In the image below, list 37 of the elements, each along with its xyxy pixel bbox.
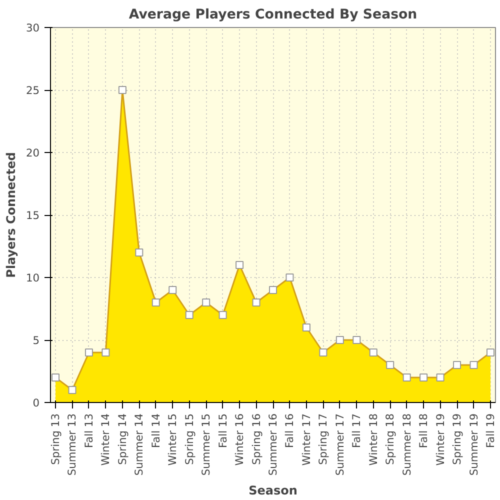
y-tick-label: 15 — [26, 209, 40, 222]
x-tick-label: Summer 16 — [266, 413, 280, 476]
x-tick-label: Spring 14 — [116, 413, 129, 465]
y-axis-title: Players Connected — [4, 152, 18, 278]
y-tick-label: 10 — [26, 272, 40, 284]
y-tick-label: 30 — [26, 22, 40, 34]
x-tick-label: Spring 17 — [316, 413, 330, 465]
x-tick-label: Winter 19 — [434, 413, 447, 466]
chart-title: Average Players Connected By Season — [128, 8, 418, 22]
x-tick-label: Winter 15 — [166, 413, 180, 466]
x-tick-label: Spring 19 — [450, 413, 464, 465]
y-tick-label: 20 — [26, 146, 40, 160]
x-tick-label: Summer 15 — [200, 413, 213, 476]
x-tick-label: Spring 15 — [182, 413, 196, 465]
x-tick-label: Winter 18 — [366, 413, 380, 466]
y-tick-label: 25 — [26, 84, 40, 97]
x-tick-label: Fall 18 — [417, 413, 430, 448]
x-tick-label: Spring 16 — [250, 413, 263, 465]
x-tick-label: Fall 19 — [484, 413, 497, 448]
x-axis-title: Season — [248, 484, 298, 498]
x-tick-label: Winter 16 — [233, 413, 246, 466]
y-tick-label: 0 — [32, 396, 40, 410]
y-tick-label: 5 — [32, 334, 40, 347]
x-tick-label: Winter 14 — [99, 413, 112, 466]
x-tick-label: Fall 13 — [82, 413, 96, 448]
x-tick-label: Summer 18 — [400, 413, 414, 476]
x-tick-label: Fall 15 — [216, 413, 230, 448]
x-tick-label: Summer 13 — [66, 413, 79, 476]
x-tick-label: Fall 17 — [350, 413, 364, 448]
x-tick-label: Fall 14 — [149, 413, 162, 448]
x-tick-label: Summer 14 — [132, 413, 146, 476]
x-tick-label: Winter 17 — [300, 413, 313, 466]
x-tick-label: Spring 18 — [384, 413, 397, 465]
x-tick-label: Summer 19 — [467, 413, 480, 476]
x-tick-label: Fall 16 — [283, 413, 296, 448]
x-tick-label: Spring 13 — [49, 413, 62, 465]
x-tick-label: Summer 17 — [333, 413, 346, 476]
